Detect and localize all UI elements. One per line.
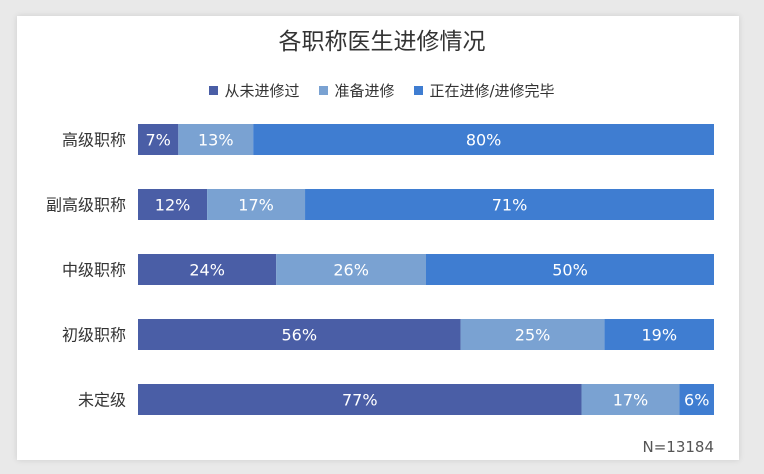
bar-segment <box>138 319 461 350</box>
category-label: 副高级职称 <box>46 196 126 215</box>
bar-segment <box>426 254 714 285</box>
data-label: 71% <box>492 196 528 215</box>
data-label: 17% <box>613 391 649 410</box>
bar-segment <box>138 254 277 285</box>
legend-label-planning: 准备进修 <box>334 82 395 100</box>
bar-segment <box>679 384 714 415</box>
data-label: 56% <box>281 326 317 345</box>
bar-segment <box>138 124 179 155</box>
data-label: 26% <box>333 261 369 280</box>
bar-segment <box>253 124 714 155</box>
legend-swatch-never <box>209 86 219 95</box>
category-label: 中级职称 <box>62 261 126 280</box>
bar-segment <box>604 319 714 350</box>
bar-segment <box>207 189 306 220</box>
legend-swatch-planning <box>319 86 329 95</box>
sample-size-note: N=13184 <box>642 438 714 456</box>
bar-segment <box>460 319 605 350</box>
bar-segment <box>276 254 426 285</box>
data-label: 25% <box>515 326 551 345</box>
bar-segment <box>138 384 582 415</box>
data-label: 6% <box>684 391 709 410</box>
bar-segment <box>581 384 680 415</box>
data-label: 13% <box>198 131 234 150</box>
category-label: 高级职称 <box>62 131 126 150</box>
data-label: 12% <box>155 196 191 215</box>
legend-item-planning: 准备进修 <box>319 80 394 101</box>
data-label: 80% <box>466 131 502 150</box>
bar-segment <box>305 189 714 220</box>
data-label: 24% <box>189 261 225 280</box>
data-label: 7% <box>145 131 170 150</box>
legend: 从未进修过 准备进修 正在进修/进修完毕 <box>0 80 764 101</box>
chart-title: 各职称医生进修情况 <box>278 29 486 55</box>
bar-segment <box>178 124 254 155</box>
legend-item-never: 从未进修过 <box>209 80 299 101</box>
category-label: 未定级 <box>78 391 126 410</box>
data-label: 19% <box>641 326 677 345</box>
legend-swatch-ongoing-done <box>414 86 424 95</box>
data-label: 77% <box>342 391 378 410</box>
data-label: 50% <box>552 261 588 280</box>
legend-label-never: 从未进修过 <box>224 82 300 100</box>
data-label: 17% <box>238 196 274 215</box>
legend-label-ongoing-done: 正在进修/进修完毕 <box>429 82 555 100</box>
legend-item-ongoing-done: 正在进修/进修完毕 <box>414 80 555 101</box>
category-label: 初级职称 <box>62 326 126 345</box>
bar-segment <box>138 189 208 220</box>
